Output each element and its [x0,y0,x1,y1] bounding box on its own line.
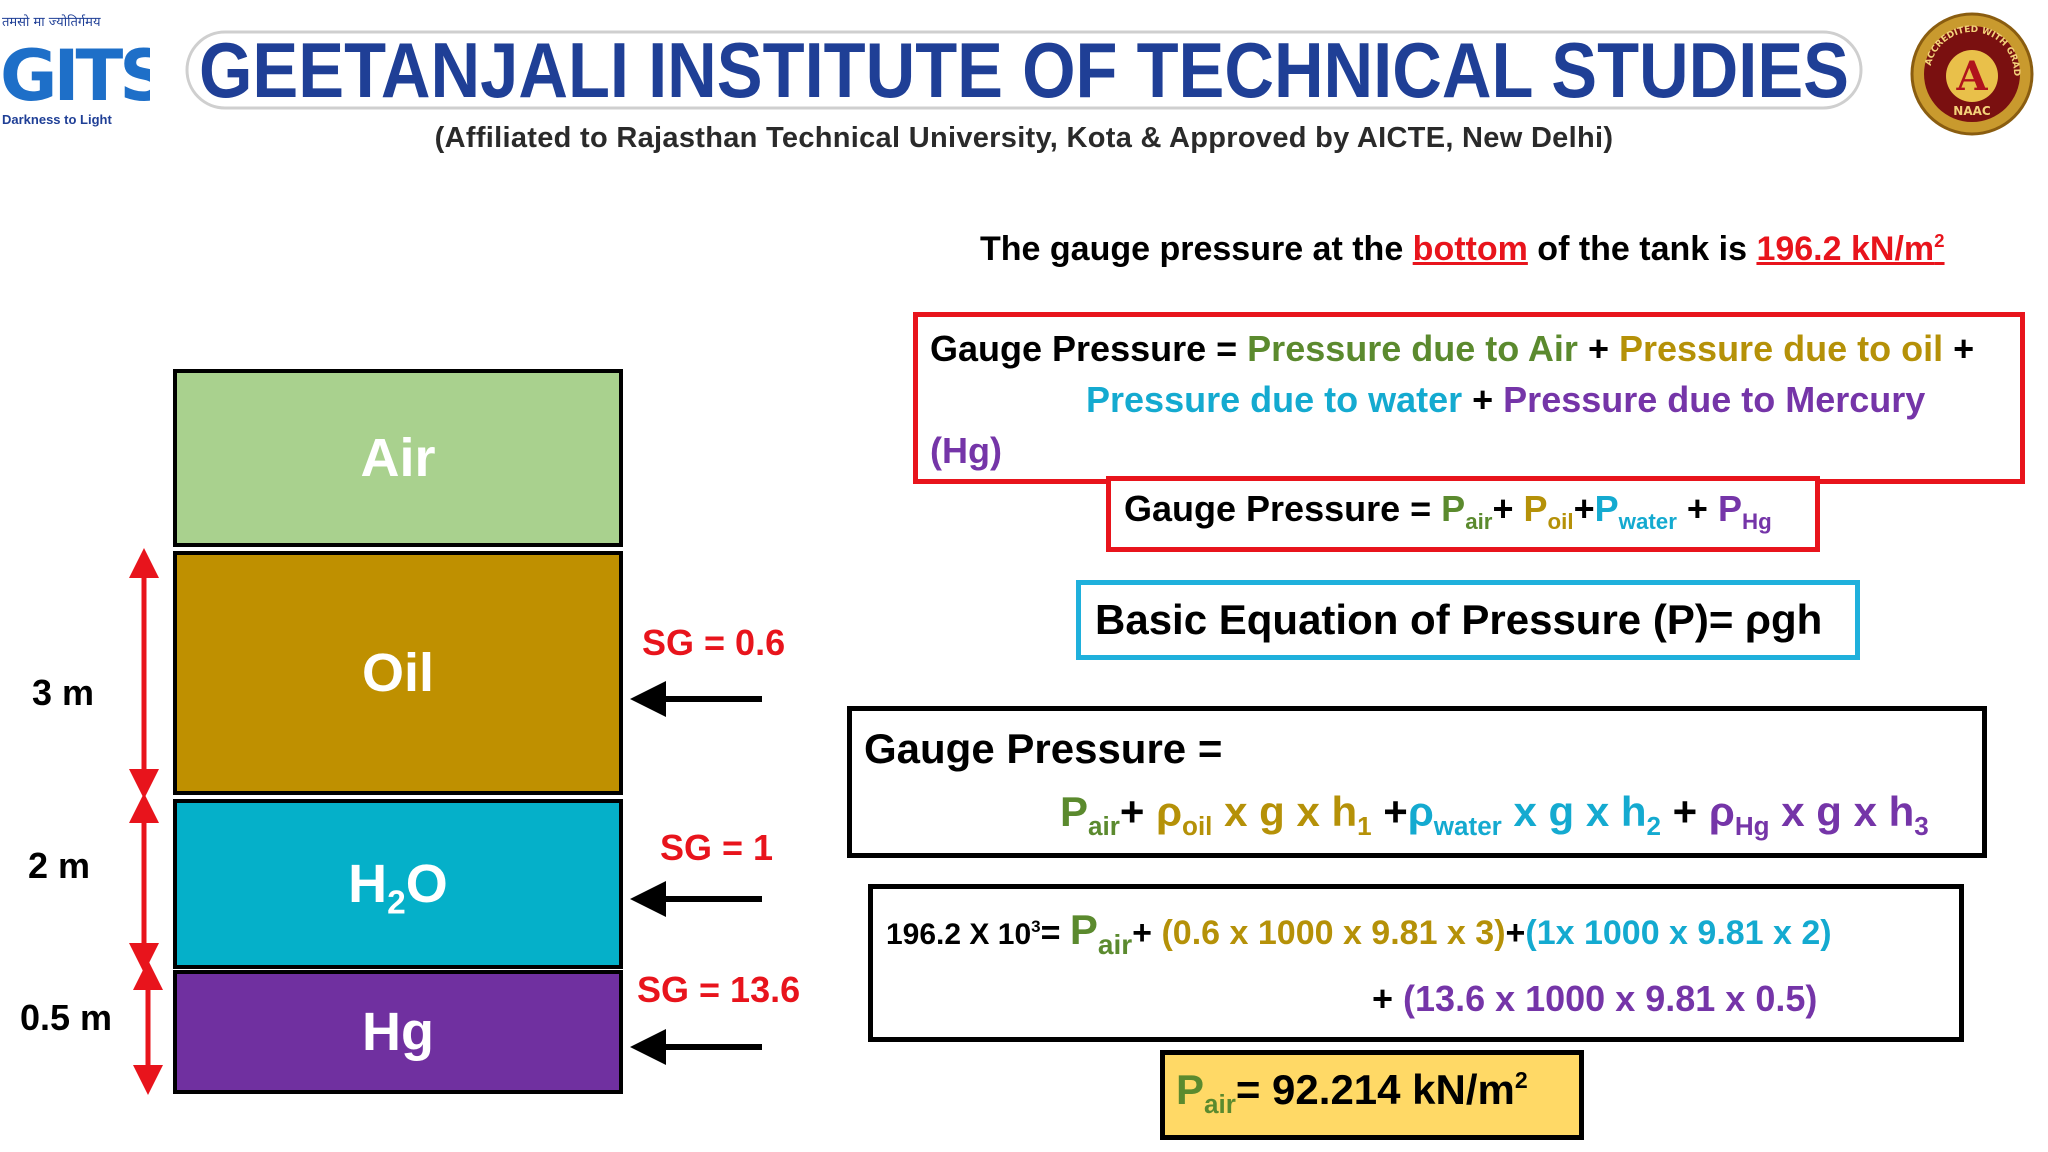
layer-label-mercury: Hg [362,1002,434,1062]
gauge-pressure-symbol-equation: Gauge Pressure = Pair+ Poil+Pwater + PHg [1124,488,1772,534]
naac-seal: A ACCREDITED WITH GRADE NAAC [1900,10,2034,136]
sg-label-oil: SG = 0.6 [642,622,786,663]
naac-label: NAAC [1953,104,1991,118]
tank-layer-water: H2O [173,799,623,969]
height-label-water: 2 m [28,845,91,886]
institute-name: GEETANJALI INSTITUTE OF TECHNICAL STUDIE… [199,28,1849,112]
sg-label-mercury: SG = 13.6 [637,969,801,1010]
gauge-pressure-density-equation: Pair+ ρoil x g x h1 +ρwater x g x h2 + ρ… [1060,788,1929,842]
result-box [1160,1050,1584,1140]
basic-equation-box [1076,580,1860,660]
affiliation-text: (Affiliated to Rajasthan Technical Unive… [434,122,1614,154]
layer-label-water: H2O [348,854,448,922]
numeric-substitution-line2: + (13.6 x 1000 x 9.81 x 0.5) [1372,978,1818,1019]
tank-layer-mercury: Hg [173,970,623,1094]
height-label-mercury: 0.5 m [20,997,113,1038]
height-label-oil: 3 m [32,672,95,713]
logo-motto-bottom: Darkness to Light [2,112,112,127]
logo-letters: GITS [0,35,150,117]
statement-highlight-bottom: bottom [1412,230,1528,268]
numeric-substitution-box [868,884,1964,1042]
gauge-pressure-word-line3: (Hg) [930,430,1002,471]
gauge-pressure-density-label: Gauge Pressure = [864,725,1223,772]
statement-pressure-value: 196.2 kN/m2 [1756,229,1945,268]
numeric-substitution-line1: 196.2 X 103= Pair+ (0.6 x 1000 x 9.81 x … [886,906,1832,960]
naac-grade: A [1955,53,1988,100]
sg-label-water: SG = 1 [660,827,774,868]
gauge-pressure-symbol-box [1106,476,1820,552]
basic-equation-text: Basic Equation of Pressure (P)= ρgh [1095,596,1823,643]
layer-label-air: Air [360,428,436,488]
gits-logo: तमसो मा ज्योतिर्गमय GITS Darkness to Lig… [0,14,150,127]
tank-layer-air: Air [173,369,623,547]
logo-motto-top: तमसो मा ज्योतिर्गमय [2,14,101,30]
institute-title-banner: GEETANJALI INSTITUTE OF TECHNICAL STUDIE… [185,28,1863,112]
gauge-pressure-word-line2: Pressure due to water + Pressure due to … [1086,379,1926,420]
gauge-pressure-word-line1: Gauge Pressure = Pressure due to Air + P… [930,328,1975,369]
result-text: Pair= 92.214 kN/m2 [1176,1066,1528,1120]
problem-statement: The gauge pressure at the bottom of the … [980,229,1945,268]
gauge-pressure-density-box [847,706,1987,858]
layer-label-oil: Oil [361,643,434,703]
tank-layer-oil: Oil [173,551,623,795]
